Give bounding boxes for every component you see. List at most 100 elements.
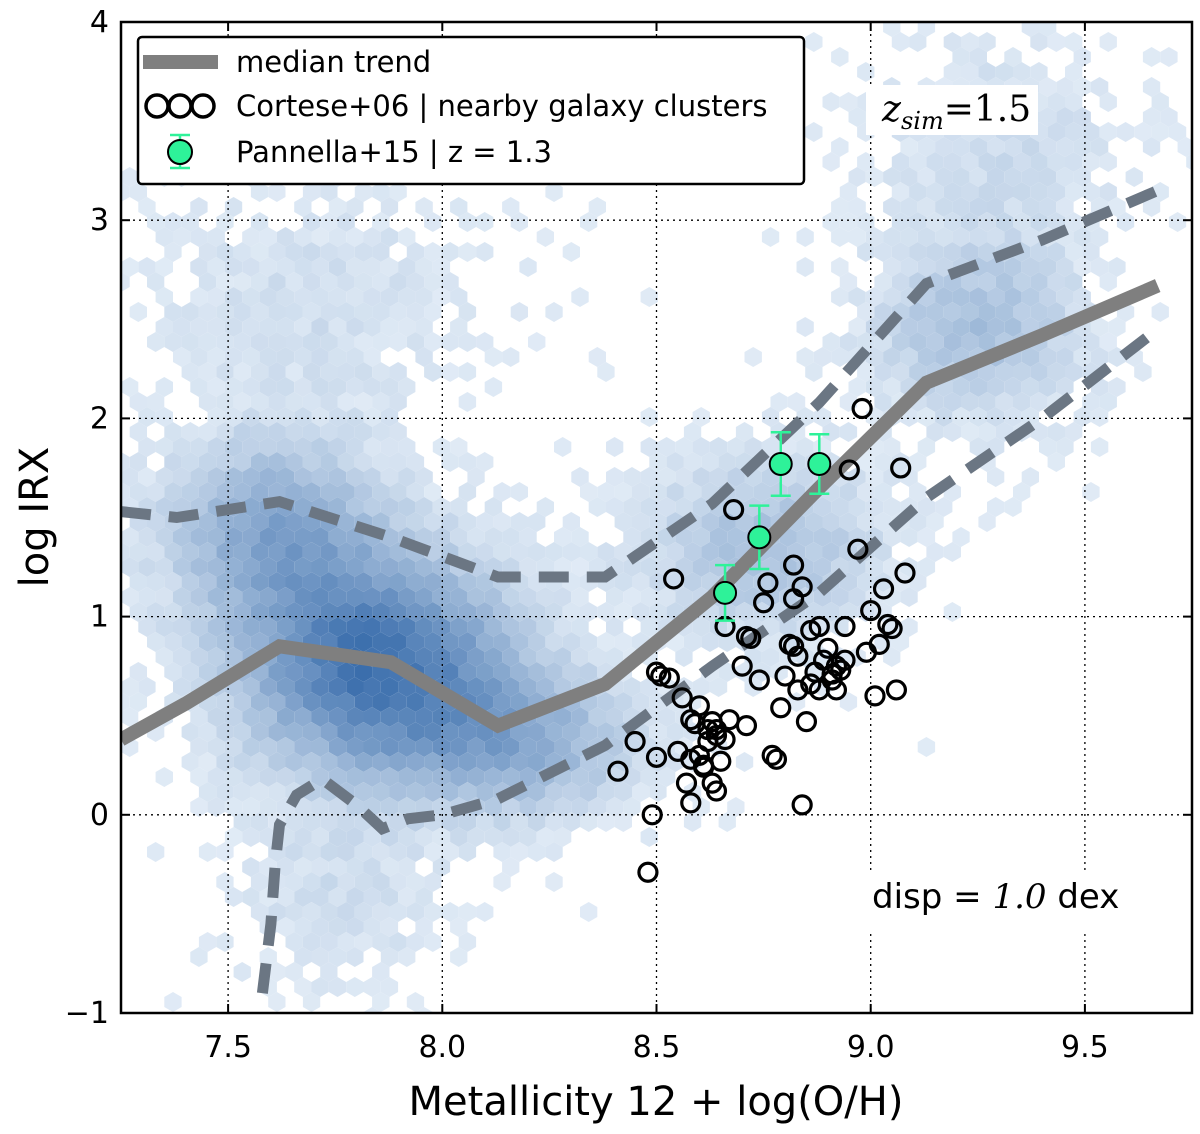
hexbin-cell <box>1116 122 1135 142</box>
hexbin-cell <box>926 242 944 262</box>
hexbin-cell <box>372 722 390 742</box>
hexbin-cell <box>519 797 537 817</box>
hexbin-cell <box>337 422 355 442</box>
hexbin-cell <box>337 332 355 352</box>
hexbin-cell <box>519 557 537 577</box>
hexbin-cell <box>354 302 373 322</box>
hexbin-cell <box>718 542 736 562</box>
hexbin-cell <box>562 782 580 802</box>
hexbin-cell <box>224 647 243 667</box>
hexbin-cell <box>753 482 771 502</box>
hexbin-cell <box>969 47 987 67</box>
hexbin-cell <box>1090 257 1109 277</box>
hexbin-cell <box>580 542 598 562</box>
hexbin-cell <box>484 677 503 697</box>
hexbin-cell <box>311 707 329 727</box>
hexbin-cell <box>294 227 312 247</box>
hexbin-cell <box>406 992 425 1012</box>
hexbin-cell <box>285 422 303 442</box>
hexbin-cell <box>259 437 277 457</box>
hexbin-cell <box>207 257 225 277</box>
hexbin-cell <box>831 197 849 217</box>
hexbin-cell <box>476 632 494 652</box>
hexbin-cell <box>649 452 667 472</box>
hexbin-cell <box>952 227 970 247</box>
disp-annotation-bg <box>858 870 1176 930</box>
cortese-point <box>671 687 693 709</box>
hexbin-cell <box>432 497 451 517</box>
trend-lines <box>121 185 1162 994</box>
hexbin-cell <box>935 407 953 427</box>
hexbin-cell <box>848 287 866 307</box>
hexbin-cell <box>1082 482 1100 502</box>
hexbin-cell <box>216 752 234 772</box>
hexbin-cell <box>632 512 650 532</box>
hexbin-cell <box>961 422 979 442</box>
hexbin-cell <box>502 647 520 667</box>
hexbin-cell <box>935 257 953 277</box>
hexbin-cell <box>848 107 866 127</box>
hexbin-cell <box>467 677 485 697</box>
hexbin-cell <box>476 782 494 802</box>
hexbin-cell <box>1065 362 1083 382</box>
hexbin-cell <box>874 572 892 592</box>
hexbin-cell <box>190 467 208 487</box>
hexbin-cell <box>259 767 277 787</box>
hexbin-cell <box>935 287 953 307</box>
hexbin-cell <box>900 137 918 157</box>
hexbin-cell <box>250 542 269 562</box>
hexbin-cell <box>588 767 606 787</box>
hexbin-cell <box>1039 437 1057 457</box>
hexbin-cell <box>554 617 572 637</box>
hexbin-cell <box>173 347 191 367</box>
hexbin-cell <box>276 857 295 877</box>
hexbin-cell <box>519 737 537 757</box>
hexbin-cell <box>528 512 546 532</box>
hexbin-cell <box>432 287 451 307</box>
hexbin-cell <box>943 212 961 232</box>
hexbin-cell <box>302 932 321 952</box>
hexbin-cell <box>1047 362 1065 382</box>
hexbin-cell <box>406 842 425 862</box>
hexbin-cell <box>276 527 295 547</box>
hexbin-cell <box>874 332 892 352</box>
hexbin-cell <box>848 227 866 247</box>
hexbin-cell <box>458 782 477 802</box>
hexbin-cell <box>623 467 641 487</box>
hexbin-cell <box>173 587 191 607</box>
hexbin-cell <box>935 347 953 367</box>
hexbin-cell <box>224 737 243 757</box>
hexbin-cell <box>389 692 407 712</box>
hexbin-cell <box>198 842 217 862</box>
hexbin-cell <box>493 692 511 712</box>
hexbin-cell <box>476 242 494 262</box>
hexbin-cell <box>891 332 910 352</box>
hexbin-cell <box>510 842 528 862</box>
hexbin-cell <box>233 242 251 262</box>
hexbin-cell <box>346 857 364 877</box>
hexbin-cell <box>1030 362 1048 382</box>
hexbin-cell <box>285 272 303 292</box>
hexbin-cell <box>1004 317 1022 337</box>
hexbin-cell <box>320 722 338 742</box>
hexbin-cell <box>372 422 390 442</box>
hexbin-cell <box>545 782 563 802</box>
hexbin-cell <box>1013 272 1031 292</box>
hexbin-cell <box>346 377 364 397</box>
hexbin-cell <box>147 482 165 502</box>
hexbin-cell <box>883 347 901 367</box>
hexbin-cell <box>536 497 554 517</box>
hexbin-cell <box>926 542 944 562</box>
y-tick-label: 2 <box>90 401 109 436</box>
hexbin-cell <box>935 317 953 337</box>
cortese-point <box>731 655 753 677</box>
hexbin-cell <box>692 497 710 517</box>
hexbin-cell <box>302 752 321 772</box>
hexbin-cell <box>432 257 451 277</box>
hexbin-cell <box>1082 392 1100 412</box>
hexbin-cell <box>294 497 312 517</box>
hexbin-cell <box>424 752 442 772</box>
hexbin-cell <box>805 122 823 142</box>
hexbin-cell <box>302 242 321 262</box>
hexbin-cell <box>987 317 1005 337</box>
